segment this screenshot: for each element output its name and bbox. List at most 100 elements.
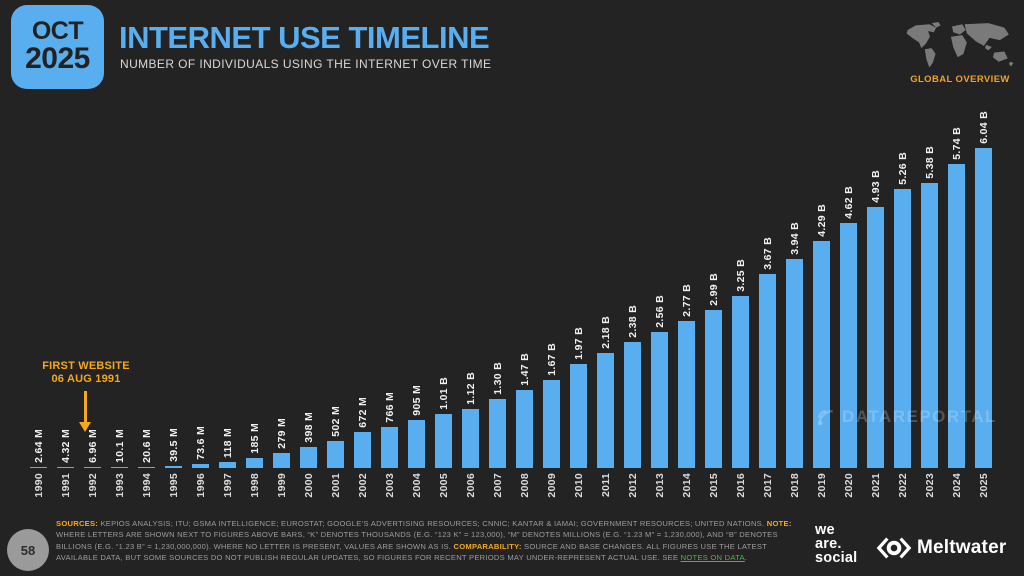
date-badge: OCT 2025 bbox=[11, 5, 104, 89]
bar bbox=[192, 464, 209, 468]
bar bbox=[84, 467, 101, 468]
bar bbox=[921, 183, 938, 468]
first-website-annotation: FIRST WEBSITE 06 AUG 1991 bbox=[25, 360, 147, 386]
bar-column: 672 M 2002 bbox=[349, 118, 376, 498]
bar bbox=[381, 427, 398, 468]
bar-value-label: 3.25 B bbox=[734, 259, 747, 292]
meltwater-logo: Meltwater bbox=[876, 535, 1006, 561]
bar-column: 905 M 2004 bbox=[403, 118, 430, 498]
bar-column: 39.5 M 1995 bbox=[160, 118, 187, 498]
bar-column: 4.32 M 1991 bbox=[52, 118, 79, 498]
bar-column: 6.04 B 2025 bbox=[970, 111, 997, 498]
year-label: 2016 bbox=[734, 473, 747, 498]
bar-value-label: 73.6 M bbox=[194, 426, 207, 460]
bar-column: 4.29 B 2019 bbox=[808, 118, 835, 498]
was-line3: social bbox=[815, 550, 858, 566]
bar bbox=[246, 458, 263, 468]
page-number: 58 bbox=[20, 542, 36, 558]
bar bbox=[678, 321, 695, 468]
bar bbox=[462, 409, 479, 468]
bar bbox=[219, 462, 236, 468]
footer-notes: SOURCES: KEPIOS ANALYSIS; ITU; GSMA INTE… bbox=[56, 518, 798, 564]
year-label: 2017 bbox=[761, 473, 774, 498]
year-label: 2025 bbox=[977, 473, 990, 498]
year-label: 2013 bbox=[653, 473, 666, 498]
bar-value-label: 502 M bbox=[329, 406, 342, 437]
bar-column: 1.47 B 2008 bbox=[511, 118, 538, 498]
bar-column: 20.6 M 1994 bbox=[133, 118, 160, 498]
bar-value-label: 6.96 M bbox=[86, 429, 99, 463]
bar-column: 5.74 B 2024 bbox=[943, 118, 970, 498]
bar-column: 1.67 B 2009 bbox=[538, 118, 565, 498]
bar-value-label: 279 M bbox=[275, 418, 288, 449]
note-label: NOTE: bbox=[766, 519, 792, 528]
was-line2: are. bbox=[815, 536, 842, 552]
bar-column: 2.77 B 2014 bbox=[673, 118, 700, 498]
year-label: 2019 bbox=[815, 473, 828, 498]
bar-column: 4.62 B 2020 bbox=[835, 118, 862, 498]
bar-column: 5.38 B 2023 bbox=[916, 118, 943, 498]
bar-column: 10.1 M 1993 bbox=[106, 118, 133, 498]
footer-period: . bbox=[744, 553, 748, 563]
date-month: OCT bbox=[31, 16, 84, 45]
bar-column: 1.97 B 2010 bbox=[565, 118, 592, 498]
year-label: 2006 bbox=[464, 473, 477, 498]
bar-column: 1.30 B 2007 bbox=[484, 118, 511, 498]
bar-value-label: 672 M bbox=[356, 397, 369, 428]
signal-icon bbox=[818, 409, 833, 426]
year-label: 2024 bbox=[950, 473, 963, 498]
bar-value-label: 118 M bbox=[221, 427, 234, 458]
bar-column: 3.25 B 2016 bbox=[727, 118, 754, 498]
year-label: 2022 bbox=[896, 473, 909, 498]
bar-column: 279 M 1999 bbox=[268, 118, 295, 498]
year-label: 2004 bbox=[410, 473, 423, 498]
year-label: 2005 bbox=[437, 473, 450, 498]
bar-value-label: 20.6 M bbox=[140, 429, 153, 463]
sources-label: SOURCES: bbox=[56, 519, 99, 528]
page-number-badge: 58 bbox=[7, 529, 49, 571]
bar bbox=[57, 467, 74, 468]
bar bbox=[111, 467, 128, 468]
year-label: 2011 bbox=[599, 473, 612, 497]
bar-column: 1.12 B 2006 bbox=[457, 118, 484, 498]
bar-column: 502 M 2001 bbox=[322, 118, 349, 498]
year-label: 1995 bbox=[167, 473, 180, 498]
bar-chart: 2.64 M 1990 4.32 M 1991 6.96 M 1992 10.1 M 1993… bbox=[25, 111, 997, 498]
bar-column: 73.6 M 1996 bbox=[187, 118, 214, 498]
sources-text: KEPIOS ANALYSIS; ITU; GSMA INTELLIGENCE;… bbox=[98, 519, 767, 528]
bar bbox=[30, 467, 47, 468]
was-line1: we bbox=[815, 522, 835, 538]
year-label: 1993 bbox=[113, 473, 126, 498]
annotation-arrow bbox=[84, 391, 87, 422]
notes-on-data-link[interactable]: NOTES ON DATA bbox=[680, 553, 745, 563]
year-label: 1992 bbox=[86, 473, 99, 498]
bar-column: 2.56 B 2013 bbox=[646, 118, 673, 498]
bar bbox=[570, 364, 587, 468]
bar-column: 1.01 B 2005 bbox=[430, 118, 457, 498]
bar-value-label: 2.38 B bbox=[626, 305, 639, 338]
bar-column: 2.99 B 2015 bbox=[700, 118, 727, 498]
bar-value-label: 3.94 B bbox=[788, 222, 801, 255]
year-label: 2021 bbox=[869, 473, 882, 498]
bar-value-label: 2.18 B bbox=[599, 316, 612, 349]
bar-value-label: 3.67 B bbox=[761, 237, 774, 270]
bar-column: 5.26 B 2022 bbox=[889, 118, 916, 498]
bar-value-label: 10.1 M bbox=[113, 429, 126, 463]
bar-column: 3.67 B 2017 bbox=[754, 118, 781, 498]
bar bbox=[948, 164, 965, 468]
year-label: 2018 bbox=[788, 473, 801, 498]
bar-value-label: 6.04 B bbox=[977, 111, 990, 144]
world-map-icon bbox=[903, 22, 1017, 72]
bar-column: 2.64 M 1990 bbox=[25, 118, 52, 498]
bar-value-label: 39.5 M bbox=[167, 428, 180, 462]
annotation-line2: 06 AUG 1991 bbox=[51, 373, 121, 385]
year-label: 2012 bbox=[626, 473, 639, 498]
bar-column: 185 M 1998 bbox=[241, 118, 268, 498]
bar-column: 4.93 B 2021 bbox=[862, 118, 889, 498]
year-label: 2007 bbox=[491, 473, 504, 498]
bar bbox=[300, 447, 317, 468]
bar bbox=[327, 441, 344, 468]
bar-value-label: 2.64 M bbox=[32, 429, 45, 463]
bar bbox=[489, 399, 506, 468]
bar-value-label: 4.93 B bbox=[869, 170, 882, 203]
